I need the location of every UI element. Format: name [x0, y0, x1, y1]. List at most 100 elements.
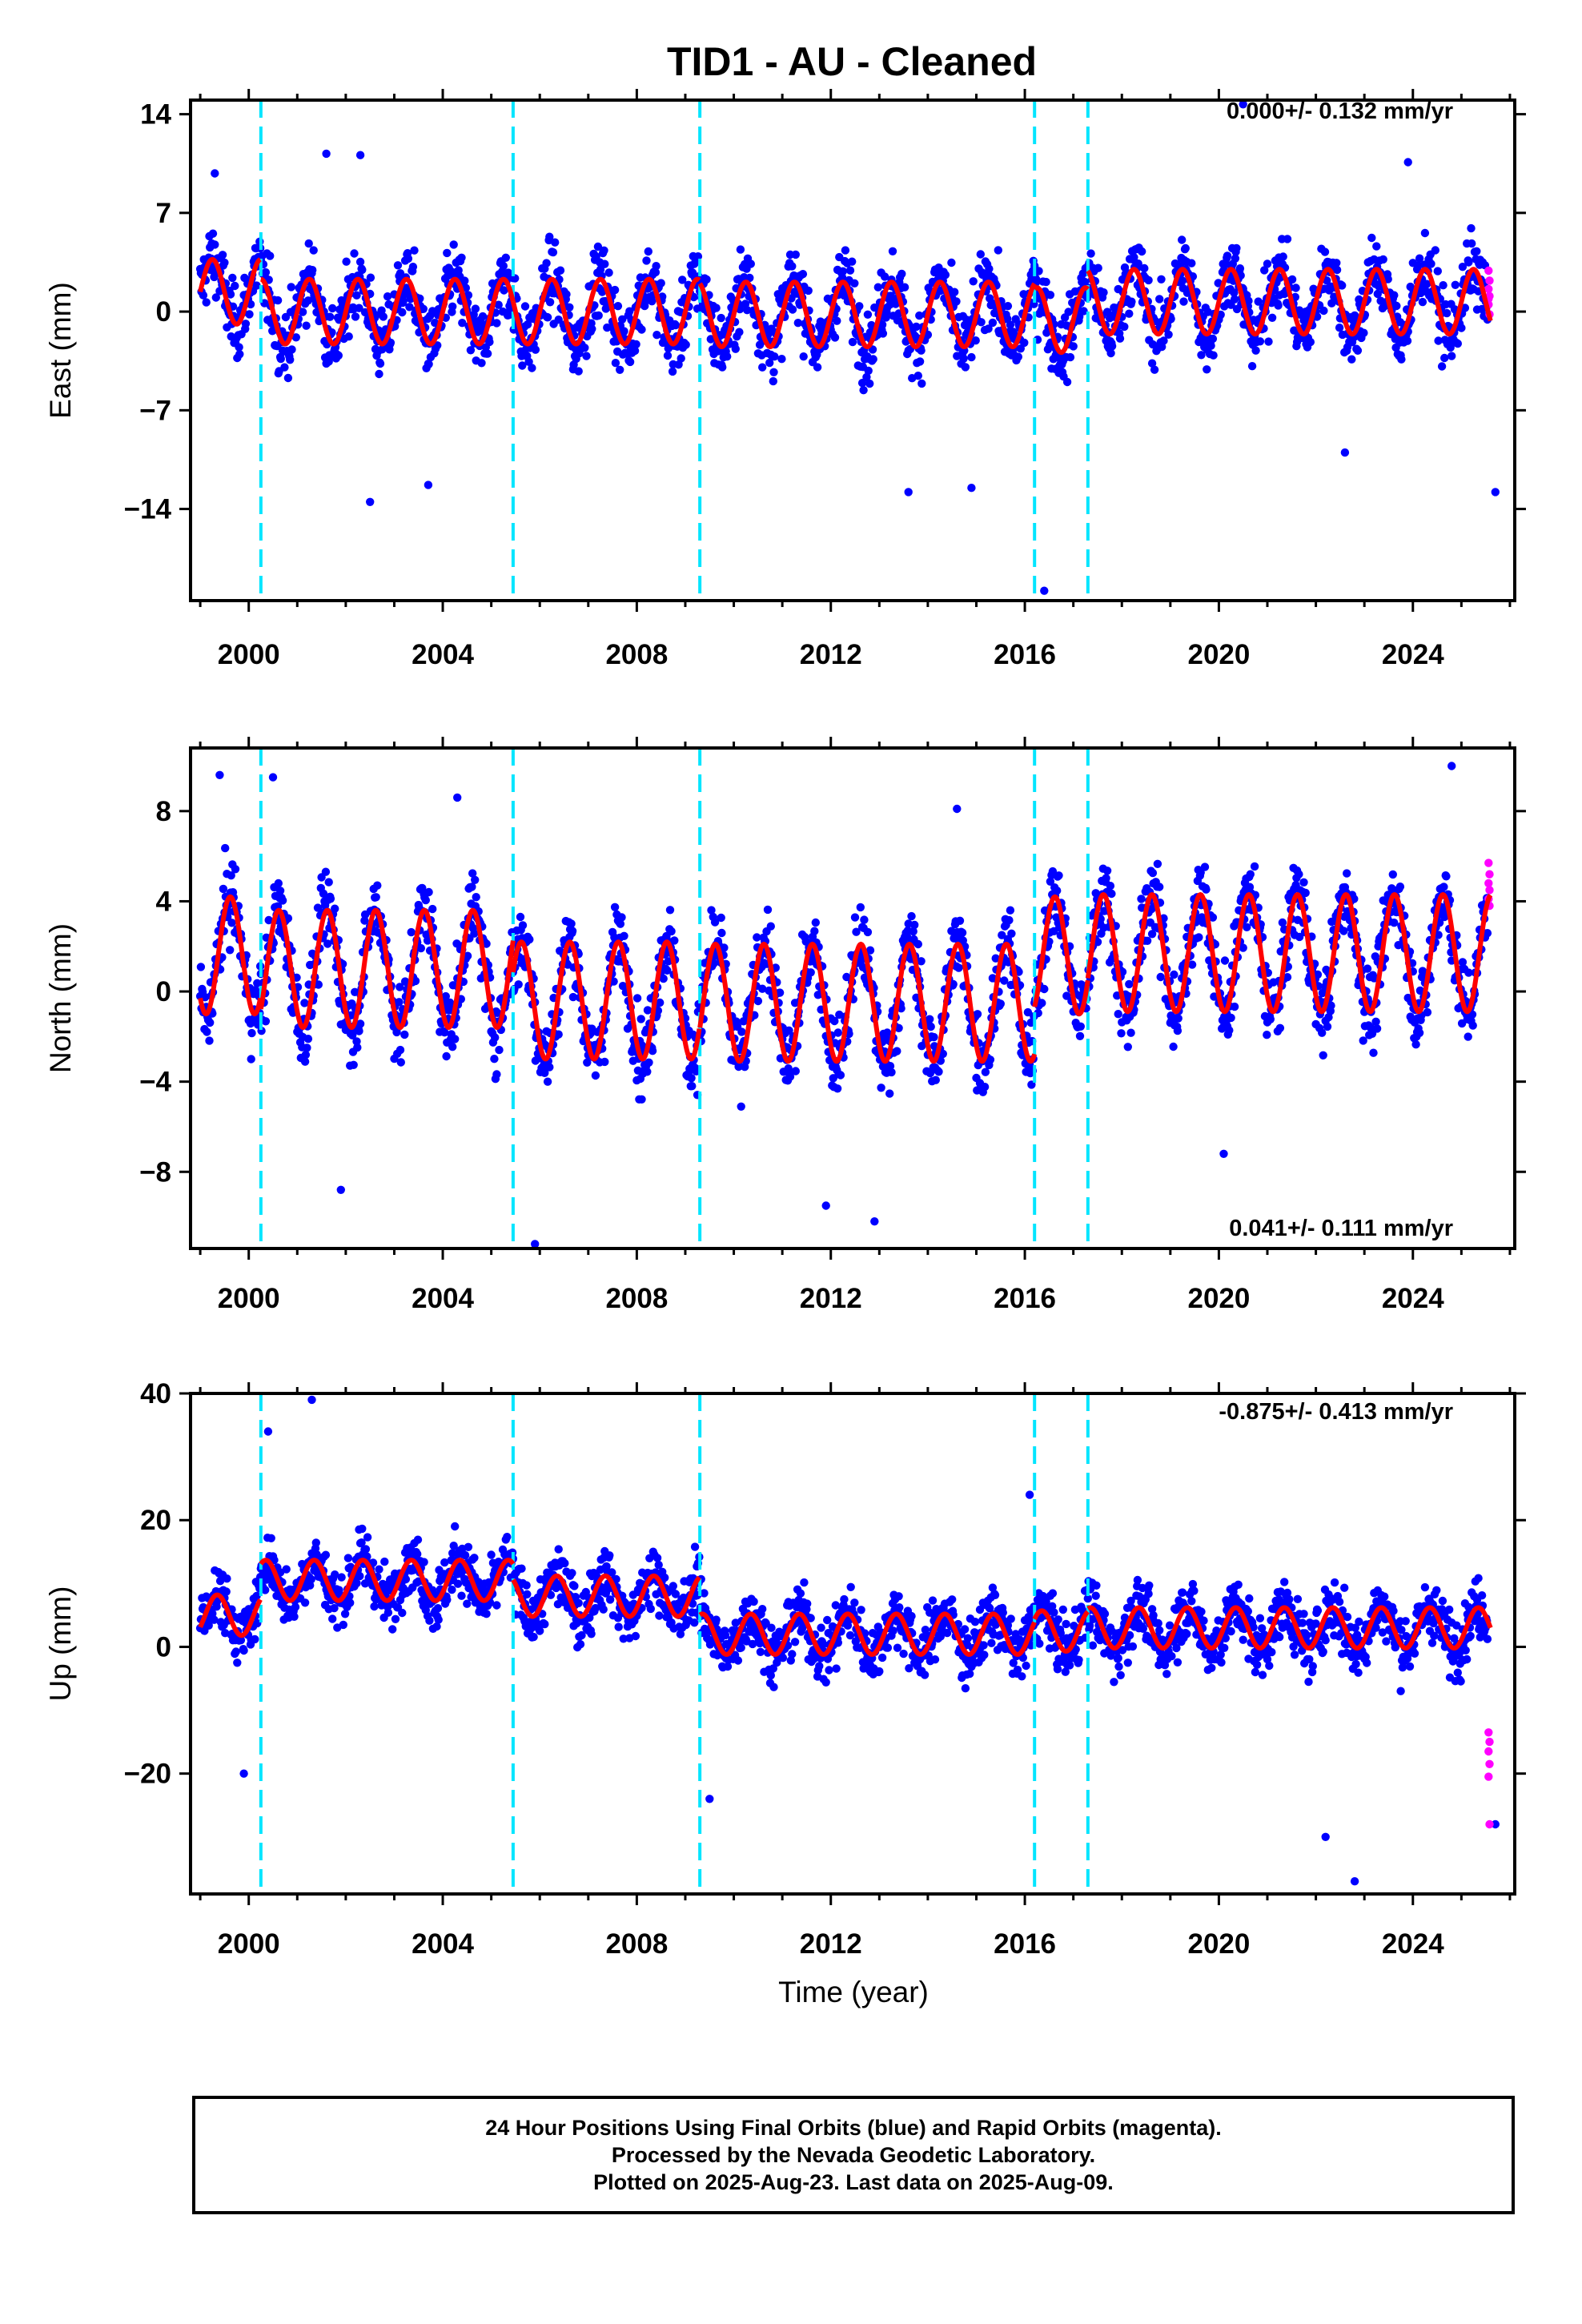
data-point: [717, 928, 726, 938]
data-point: [663, 351, 673, 360]
data-point: [355, 257, 365, 267]
data-point: [611, 359, 620, 368]
data-point: [860, 915, 869, 924]
data-point: [1243, 923, 1251, 932]
x-tick-label: 2004: [412, 639, 474, 670]
data-point: [887, 1068, 896, 1077]
data-point: [226, 290, 235, 299]
data-point: [1279, 252, 1287, 261]
data-point: [1318, 1028, 1327, 1037]
data-point: [261, 267, 271, 277]
data-point: [264, 915, 273, 925]
data-point: [1397, 355, 1406, 364]
data-point: [337, 1573, 346, 1582]
data-point: [413, 1550, 422, 1558]
data-point: [1046, 877, 1055, 887]
data-point: [273, 296, 283, 305]
data-point: [1263, 1031, 1271, 1039]
data-point: [405, 303, 414, 312]
data-point-outlier: [215, 770, 224, 779]
data-point: [909, 927, 917, 936]
data-point: [1250, 862, 1259, 871]
model-fit-segment-1: [198, 257, 262, 327]
data-point: [323, 939, 332, 948]
data-point: [582, 352, 591, 360]
data-point: [247, 1055, 255, 1063]
data-point: [1299, 878, 1308, 887]
data-point: [1020, 338, 1029, 348]
data-point: [545, 298, 555, 307]
model-fit-segment-6: [1085, 892, 1493, 1015]
data-point: [663, 966, 672, 975]
data-point: [287, 283, 295, 292]
data-point: [856, 903, 865, 912]
data-point: [252, 281, 261, 290]
plot-frame: [189, 746, 1516, 1250]
data-point: [454, 266, 463, 275]
model-fit-segment-1: [198, 894, 263, 1017]
data-point: [408, 263, 418, 271]
data-point: [235, 350, 244, 359]
x-tick-label: 2008: [605, 639, 668, 670]
data-point: [1447, 352, 1456, 360]
data-point: [503, 1533, 512, 1542]
data-point: [845, 266, 855, 275]
data-point: [331, 1570, 339, 1579]
data-point: [998, 931, 1006, 939]
data-point: [648, 1047, 657, 1055]
data-point: [973, 1010, 982, 1019]
data-point-outlier: [268, 773, 278, 782]
data-point: [961, 363, 970, 372]
data-point: [1423, 1007, 1432, 1017]
data-point: [610, 903, 620, 912]
data-point: [763, 905, 773, 915]
data-point: [765, 358, 774, 368]
data-point: [448, 1043, 457, 1051]
data-point: [593, 242, 603, 251]
data-point: [837, 273, 847, 282]
data-point: [1367, 233, 1376, 243]
data-point: [913, 939, 923, 949]
data-point: [1442, 872, 1451, 881]
data-point: [656, 998, 665, 1007]
data-point: [1086, 249, 1095, 258]
data-point: [1169, 1042, 1178, 1051]
data-point: [1291, 283, 1300, 292]
data-point: [1200, 862, 1210, 871]
data-point: [603, 323, 612, 332]
rapid-point: [1485, 886, 1494, 895]
model-fit-segment-4: [697, 941, 1038, 1064]
data-point: [355, 1019, 365, 1028]
data-point: [1339, 927, 1348, 935]
data-point: [1066, 352, 1075, 362]
data-point: [451, 1035, 460, 1043]
data-point: [471, 875, 480, 885]
data-point: [737, 1102, 745, 1112]
data-point: [1254, 297, 1263, 306]
data-point: [637, 1095, 646, 1104]
data-point: [330, 1603, 339, 1613]
data-point: [1130, 253, 1138, 262]
data-point: [396, 983, 404, 991]
data-point: [1338, 281, 1347, 290]
data-point: [499, 261, 508, 271]
data-point: [253, 979, 262, 988]
x-tick-label: 2000: [218, 1283, 280, 1314]
data-point: [758, 984, 767, 993]
data-point-outlier: [211, 169, 219, 178]
data-point: [331, 904, 339, 913]
data-point: [283, 914, 293, 923]
data-point-outlier: [1340, 448, 1350, 457]
data-point: [1093, 938, 1102, 947]
data-point: [1147, 930, 1157, 939]
rapid-point: [1484, 858, 1493, 867]
data-point: [531, 345, 540, 354]
model-fit-segment-4: [697, 279, 1037, 349]
data-point: [1390, 919, 1399, 927]
data-point: [342, 257, 351, 266]
data-point: [413, 1535, 423, 1544]
data-point: [1295, 932, 1304, 942]
data-point: [1327, 1001, 1335, 1010]
